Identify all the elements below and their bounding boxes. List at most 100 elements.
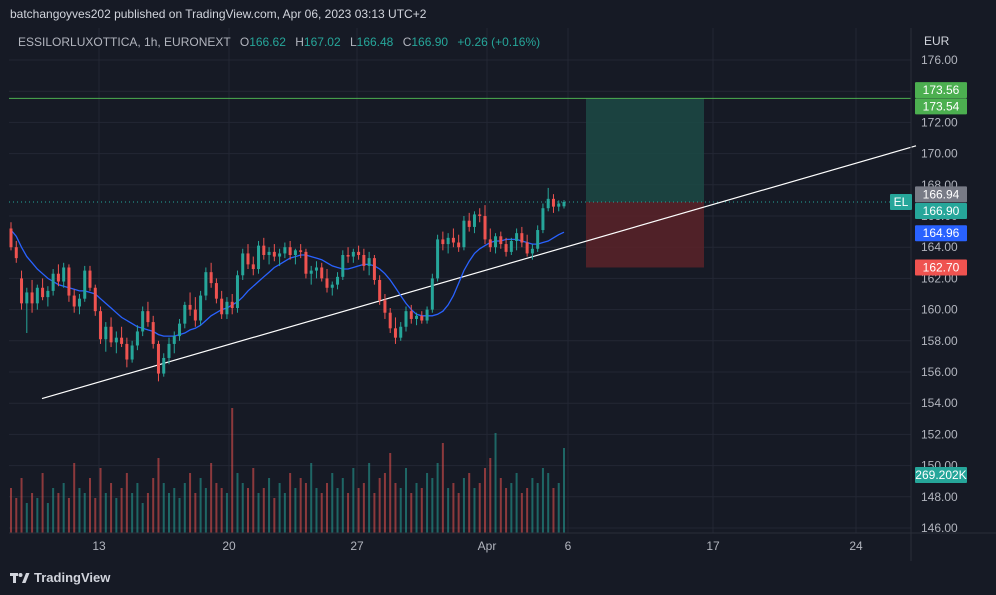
candle-body — [67, 267, 71, 296]
publish-text: batchangoyves202 published on TradingVie… — [10, 7, 427, 21]
volume-bar — [378, 478, 381, 533]
y-tick-label: 146.00 — [921, 521, 958, 535]
volume-bar — [389, 453, 392, 533]
position-zones[interactable] — [586, 98, 704, 268]
candle-body — [178, 323, 182, 337]
chart-area[interactable]: EUR 176.00174.00172.00170.00168.00166.00… — [9, 28, 996, 561]
candle-body — [330, 284, 334, 288]
candle-body — [341, 255, 345, 277]
candle-body — [283, 247, 287, 254]
volume-bar — [278, 483, 281, 533]
volume-bar — [247, 488, 249, 533]
candle-body — [230, 301, 234, 309]
volume-bar — [405, 468, 407, 533]
volume-bar — [67, 498, 70, 533]
volume-bar — [289, 473, 292, 533]
volume-bar — [536, 483, 539, 533]
trendline — [41, 145, 917, 400]
candle-body — [509, 240, 513, 252]
candle-body — [393, 328, 397, 338]
volume-bar — [394, 483, 397, 533]
candle-body — [225, 301, 229, 315]
price-tag-label: 173.54 — [923, 99, 960, 113]
candle-body — [467, 220, 471, 227]
candle-body — [120, 337, 124, 344]
candle-body — [536, 230, 540, 249]
candle-body — [188, 304, 192, 310]
publish-header: batchangoyves202 published on TradingVie… — [0, 0, 996, 28]
volume-bar — [331, 473, 334, 533]
candle-body — [220, 298, 224, 315]
candle-body — [383, 300, 387, 313]
tradingview-logo[interactable]: TradingView — [10, 570, 110, 585]
candle-body — [141, 311, 145, 332]
candle-body — [404, 311, 408, 327]
time-axis[interactable]: 13 20 27 Apr 6 17 24 — [9, 532, 996, 553]
volume-bar — [62, 483, 65, 533]
volume-bar — [410, 493, 413, 533]
volume-bar — [299, 478, 302, 533]
candle-body — [504, 244, 508, 252]
candle-body — [367, 258, 371, 266]
candle-body — [130, 345, 134, 360]
x-tick-label: 24 — [849, 539, 863, 553]
volume-bar — [283, 493, 286, 533]
volume-bar — [357, 488, 360, 533]
candle-body — [562, 201, 566, 207]
volume-bar — [452, 483, 455, 533]
candle-body — [146, 311, 150, 323]
candle-body — [293, 250, 297, 255]
price-tag-label: 166.94 — [923, 187, 960, 201]
volume-bar — [336, 488, 339, 533]
candle-body — [430, 278, 434, 310]
price-tags: 173.56 173.54 166.94 166.90 164.96 162.70 269.… — [890, 82, 967, 483]
open-label: O — [239, 35, 250, 49]
candle-body — [172, 336, 176, 344]
volume-bar — [199, 478, 202, 533]
candle-body — [257, 245, 261, 270]
volume-bar — [136, 483, 139, 533]
overlay-lines[interactable] — [9, 97, 917, 400]
volume-bar — [273, 498, 276, 533]
candle-body — [325, 278, 329, 288]
volume-bar — [505, 488, 508, 533]
candle-body — [557, 203, 561, 207]
volume-bar — [52, 488, 55, 533]
candle-body — [388, 312, 392, 329]
volume-bar — [457, 493, 460, 533]
candle-body — [109, 326, 113, 343]
candle-body — [320, 267, 324, 279]
price-tag-label: 173.56 — [923, 83, 960, 97]
y-tick-label: 156.00 — [921, 365, 958, 379]
candle-body — [378, 279, 382, 301]
candle-body — [441, 239, 445, 245]
candle-body — [214, 283, 218, 299]
volume-bar — [204, 488, 207, 533]
candle-body — [304, 251, 308, 274]
candle-body — [546, 198, 550, 209]
price-tag — [915, 225, 967, 242]
volume-bar — [494, 433, 497, 533]
volume-bar — [420, 488, 423, 533]
candle-body — [541, 208, 545, 231]
candle-body — [35, 287, 39, 304]
candle-body — [299, 250, 303, 252]
candle-body — [83, 270, 87, 299]
y-tick-label: 154.00 — [921, 396, 958, 410]
y-tick-label: 172.00 — [921, 115, 958, 129]
price-chart[interactable]: EUR 176.00174.00172.00170.00168.00166.00… — [9, 28, 996, 561]
x-tick-label: 20 — [222, 539, 236, 553]
candle-body — [362, 255, 366, 266]
volume-bar — [194, 493, 197, 533]
candle-body — [72, 295, 76, 307]
volume-bar — [36, 498, 39, 533]
y-tick-label: 160.00 — [921, 303, 958, 317]
candle-body — [346, 255, 350, 257]
candle-body — [156, 343, 160, 374]
candle-body — [425, 309, 429, 321]
volume-bar — [152, 478, 155, 533]
volume-bar — [531, 478, 534, 533]
price-tag-label: 166.90 — [923, 204, 960, 218]
close-label: C — [402, 35, 412, 49]
candle-body — [9, 228, 13, 248]
